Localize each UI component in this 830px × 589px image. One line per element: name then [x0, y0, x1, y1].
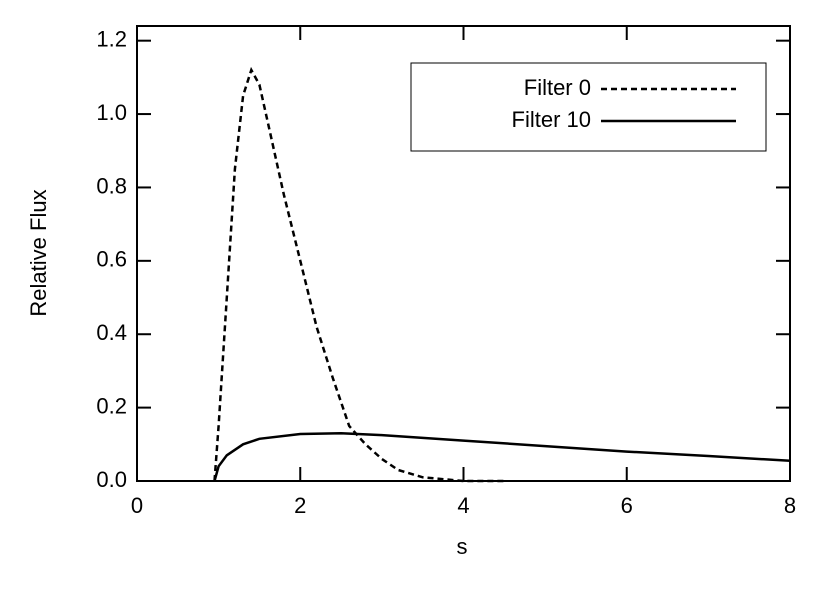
y-tick-label: 0.0 [96, 467, 127, 492]
y-tick-label: 0.4 [96, 320, 127, 345]
x-tick-label: 4 [457, 493, 469, 518]
y-tick-label: 0.2 [96, 393, 127, 418]
x-tick-label: 8 [784, 493, 796, 518]
y-tick-label: 0.6 [96, 247, 127, 272]
series-line [213, 66, 505, 483]
y-tick-label: 1.2 [96, 26, 127, 51]
x-tick-label: 0 [131, 493, 143, 518]
series-line [213, 432, 791, 482]
legend-box [410, 62, 767, 152]
x-tick-label: 6 [621, 493, 633, 518]
legend-label: Filter 10 [512, 107, 591, 132]
x-axis-label: s [457, 534, 468, 559]
y-tick-label: 1.0 [96, 100, 127, 125]
x-tick-label: 2 [294, 493, 306, 518]
y-tick-label: 0.8 [96, 173, 127, 198]
legend-label: Filter 0 [524, 75, 591, 100]
y-axis-label: Relative Flux [26, 189, 51, 316]
